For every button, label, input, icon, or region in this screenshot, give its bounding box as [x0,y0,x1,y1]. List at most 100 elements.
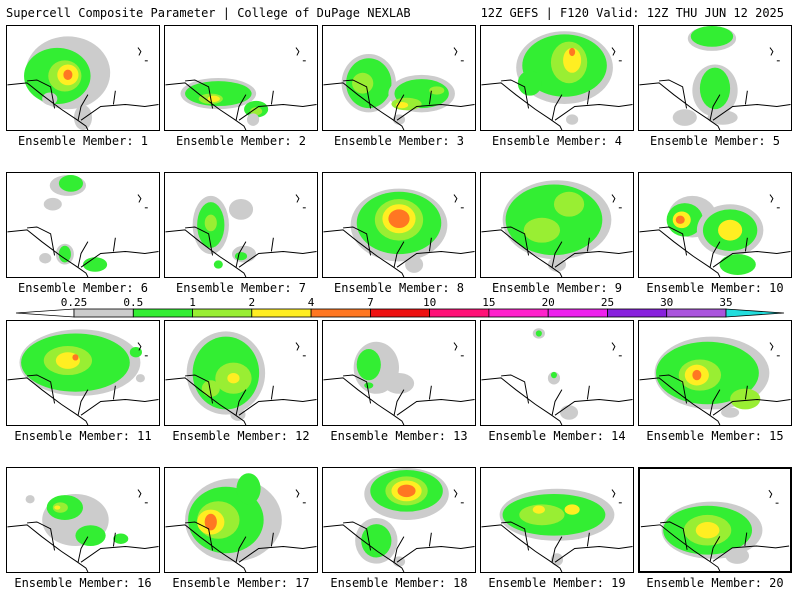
scp-contour-lt [42,92,58,106]
lake-outline [137,489,142,498]
scp-contour-g1 [213,260,223,269]
scp-contour-g2 [352,72,374,94]
coastline [640,521,790,571]
scp-contour-g1 [361,524,392,558]
scp-contour-y [564,504,580,515]
ensemble-panel-8[interactable] [322,172,476,278]
coastline [639,374,791,425]
scp-contour-g2 [519,504,565,526]
ensemble-panel-20[interactable] [638,467,792,573]
ensemble-panel-3[interactable] [322,25,476,131]
scp-contour-g1 [58,175,83,192]
color-scale-legend: 0.25 0.5 1 2 4 7 10 15 20 25 30 35 [0,296,800,320]
scp-contour-g1 [535,330,542,337]
ensemble-panel-6[interactable] [6,172,160,278]
coastline [7,521,159,572]
page-title: Supercell Composite Parameter | College … [6,6,411,20]
scp-contour-g1 [699,67,731,110]
valid-time: 12Z GEFS | F120 Valid: 12Z THU JUN 12 20… [480,6,784,20]
scp-contour-lt [560,405,579,420]
scp-contour-lt [43,197,62,211]
color-bin-label: 1 [189,298,196,309]
scp-contour-lt [550,553,564,566]
ensemble-panel-10[interactable] [638,172,792,278]
ensemble-member-label: Ensemble Member: 18 [330,576,468,590]
scp-contour-y [227,373,240,384]
ensemble-map-17 [165,473,317,572]
scp-contour-y [563,47,582,73]
scp-contour-lt [383,373,415,394]
ensemble-panel-19[interactable] [480,467,634,573]
ensemble-map-5 [639,26,791,130]
coastline [165,521,317,572]
island-mark [302,60,306,62]
island-mark [460,502,464,504]
coastline [323,374,475,425]
color-bin-label: 4 [308,298,315,309]
ensemble-member-label: Ensemble Member: 2 [175,134,307,148]
color-bin-label: 0.25 [61,298,88,309]
scp-contour-lt [725,547,750,564]
ensemble-panel-15[interactable] [638,320,792,426]
ensemble-member-label: Ensemble Member: 19 [488,576,626,590]
ensemble-member-label: Ensemble Member: 12 [172,429,310,443]
scp-contour-g1 [690,26,734,47]
ensemble-panel-11[interactable] [6,320,160,426]
color-bin [369,308,431,318]
scp-contour-lt [73,105,93,130]
ensemble-panel-7[interactable] [164,172,318,278]
scp-contour-lt [547,257,567,272]
ensemble-member-label: Ensemble Member: 3 [333,134,465,148]
coastline [481,374,633,425]
island-mark [302,207,306,209]
lake-outline [295,47,300,56]
ensemble-member-label: Ensemble Member: 11 [14,429,152,443]
scp-contour-lt [721,407,740,418]
color-bin [132,308,194,318]
coastline [165,374,317,425]
lake-outline [769,47,774,56]
scp-contour-o [397,484,416,498]
scp-contour-lt [25,495,35,504]
ensemble-map-7 [165,194,317,277]
ensemble-panel-4[interactable] [480,25,634,131]
scp-contour-g1 [719,254,756,275]
scp-contour-y [54,505,61,510]
ensemble-member-label: Ensemble Member: 20 [646,576,784,590]
scp-contour-y [718,219,743,241]
ensemble-panel-13[interactable] [322,320,476,426]
lake-outline [453,47,458,56]
ensemble-panel-16[interactable] [6,467,160,573]
scp-contour-g1 [83,257,108,272]
ensemble-panel-2[interactable] [164,25,318,131]
scp-contour-g2 [204,214,217,232]
ensemble-member-label: Ensemble Member: 7 [175,281,307,295]
ensemble-panel-17[interactable] [164,467,318,573]
scp-contour-lt [405,256,424,273]
coastline [481,79,633,130]
ensemble-panel-1[interactable] [6,25,160,131]
ensemble-map-2 [165,47,317,130]
color-bin [666,308,727,318]
lake-outline [453,194,458,203]
ensemble-member-label: Ensemble Member: 15 [646,429,784,443]
ensemble-panel-9[interactable] [480,172,634,278]
scp-contour-y [532,505,545,514]
ensemble-member-label: Ensemble Member: 5 [649,134,781,148]
ensemble-map-10 [639,194,791,277]
coastline [639,226,791,277]
coastline [481,226,633,277]
scp-contour-g1 [113,533,129,544]
ensemble-member-label: Ensemble Member: 8 [333,281,465,295]
color-bin-label: 10 [423,298,436,309]
scp-contour-y [207,95,220,102]
ensemble-panel-18[interactable] [322,467,476,573]
coastline [7,226,159,277]
ensemble-map-8 [323,188,475,277]
ensemble-panel-5[interactable] [638,25,792,131]
scp-contour-g2 [429,86,445,95]
ensemble-panel-14[interactable] [480,320,634,426]
ensemble-member-label: Ensemble Member: 9 [491,281,623,295]
ensemble-panel-12[interactable] [164,320,318,426]
ensemble-member-label: Ensemble Member: 4 [491,134,623,148]
